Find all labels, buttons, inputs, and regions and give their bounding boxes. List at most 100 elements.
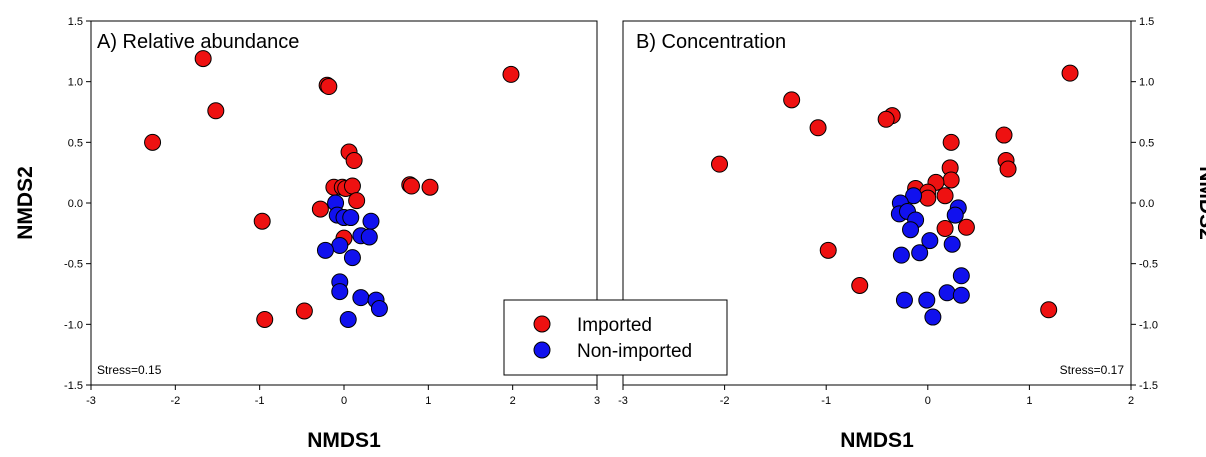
imported-point (942, 171, 960, 189)
x-tick-label: 2 (510, 395, 516, 407)
y-tick-label: -1.0 (64, 319, 83, 331)
x-tick-label: 3 (594, 395, 600, 407)
non-imported-point (938, 284, 956, 302)
non-imported-point (352, 289, 370, 307)
imported-point (421, 178, 439, 196)
y-tick-label: 0.0 (68, 198, 83, 210)
x-tick-label: 1 (1026, 395, 1032, 407)
x-tick-label: -2 (170, 395, 180, 407)
x-axis-title-a: NMDS1 (307, 429, 381, 452)
y-tick-label: -1.5 (64, 380, 83, 392)
non-imported-point (370, 300, 388, 318)
non-imported-point (360, 228, 378, 246)
imported-point (919, 189, 937, 207)
non-imported-point (331, 236, 349, 254)
stress-label-b: Stress=0.17 (1060, 363, 1125, 377)
legend: Imported Non-imported (503, 299, 728, 376)
imported-point (1061, 64, 1079, 82)
x-axis-title-b: NMDS1 (840, 429, 914, 452)
non-imported-point (911, 244, 929, 262)
non-imported-point (952, 286, 970, 304)
imported-point (877, 110, 895, 128)
imported-point (999, 160, 1017, 178)
non-imported-point (331, 283, 349, 301)
y-tick-label: 1.0 (68, 77, 83, 89)
imported-point (783, 91, 801, 109)
non-imported-point (952, 267, 970, 285)
non-imported-point (924, 308, 942, 326)
y-tick-label: -1.5 (1139, 380, 1158, 392)
imported-point (348, 192, 366, 210)
imported-point (343, 177, 361, 195)
non-imported-point (895, 291, 913, 309)
imported-point (809, 119, 827, 137)
series-imported (711, 64, 1079, 319)
panel-title-a: A) Relative abundance (97, 31, 299, 53)
legend-label-non-imported: Non-imported (577, 341, 692, 362)
y-tick-label: 1.0 (1139, 77, 1154, 89)
panel-relative-abundance: A) Relative abundance Stress=0.15 NMDS1 … (14, 16, 600, 452)
imported-point (1040, 301, 1058, 319)
imported-point (957, 218, 975, 236)
x-tick-label: -1 (255, 395, 265, 407)
series-imported (144, 50, 520, 328)
series-non-imported (316, 194, 388, 328)
imported-point (502, 65, 520, 83)
imported-point (711, 155, 729, 173)
legend-marker-imported (533, 315, 551, 333)
series-non-imported (890, 187, 970, 326)
panel-title-b: B) Concentration (636, 31, 786, 53)
non-imported-point (343, 249, 361, 267)
y-tick-label: 0.5 (68, 137, 83, 149)
imported-point (402, 177, 420, 195)
imported-point (936, 187, 954, 205)
imported-point (942, 133, 960, 151)
x-tick-label: 1 (425, 395, 431, 407)
x-tick-label: -2 (720, 395, 730, 407)
imported-point (253, 212, 271, 230)
non-imported-point (339, 310, 357, 328)
y-tick-label: 1.5 (1139, 16, 1154, 28)
y-tick-label: -0.5 (64, 259, 83, 271)
non-imported-point (362, 212, 380, 230)
imported-point (311, 200, 329, 218)
imported-point (936, 219, 954, 237)
imported-point (819, 241, 837, 259)
non-imported-point (943, 235, 961, 253)
stress-label-a: Stress=0.15 (97, 363, 162, 377)
imported-point (207, 102, 225, 120)
non-imported-point (921, 232, 939, 250)
imported-point (194, 50, 212, 68)
y-tick-label: -1.0 (1139, 319, 1158, 331)
imported-point (320, 78, 338, 96)
imported-point (144, 133, 162, 151)
non-imported-point (946, 206, 964, 224)
x-tick-label: -3 (86, 395, 96, 407)
imported-point (256, 310, 274, 328)
non-imported-point (902, 221, 920, 239)
non-imported-point (316, 241, 334, 259)
non-imported-point (905, 187, 923, 205)
imported-point (345, 152, 363, 170)
imported-point (295, 302, 313, 320)
x-tick-label: -1 (821, 395, 831, 407)
y-axis-title-b: NMDS2 (1195, 166, 1206, 240)
x-tick-label: 0 (925, 395, 931, 407)
non-imported-point (918, 291, 936, 309)
non-imported-point (892, 246, 910, 264)
y-axis-title-a: NMDS2 (14, 166, 37, 240)
x-tick-label: 2 (1128, 395, 1134, 407)
non-imported-point (342, 209, 360, 227)
x-tick-label: 0 (341, 395, 347, 407)
y-tick-label: 0.0 (1139, 198, 1154, 210)
legend-label-imported: Imported (577, 315, 652, 336)
legend-box (503, 299, 728, 376)
imported-point (851, 277, 869, 295)
y-tick-label: 0.5 (1139, 137, 1154, 149)
legend-marker-non-imported (533, 341, 551, 359)
x-tick-label: -3 (618, 395, 628, 407)
y-tick-label: 1.5 (68, 16, 83, 28)
imported-point (995, 126, 1013, 144)
panel-concentration: B) Concentration Stress=0.17 NMDS1 NMDS2… (618, 16, 1206, 452)
